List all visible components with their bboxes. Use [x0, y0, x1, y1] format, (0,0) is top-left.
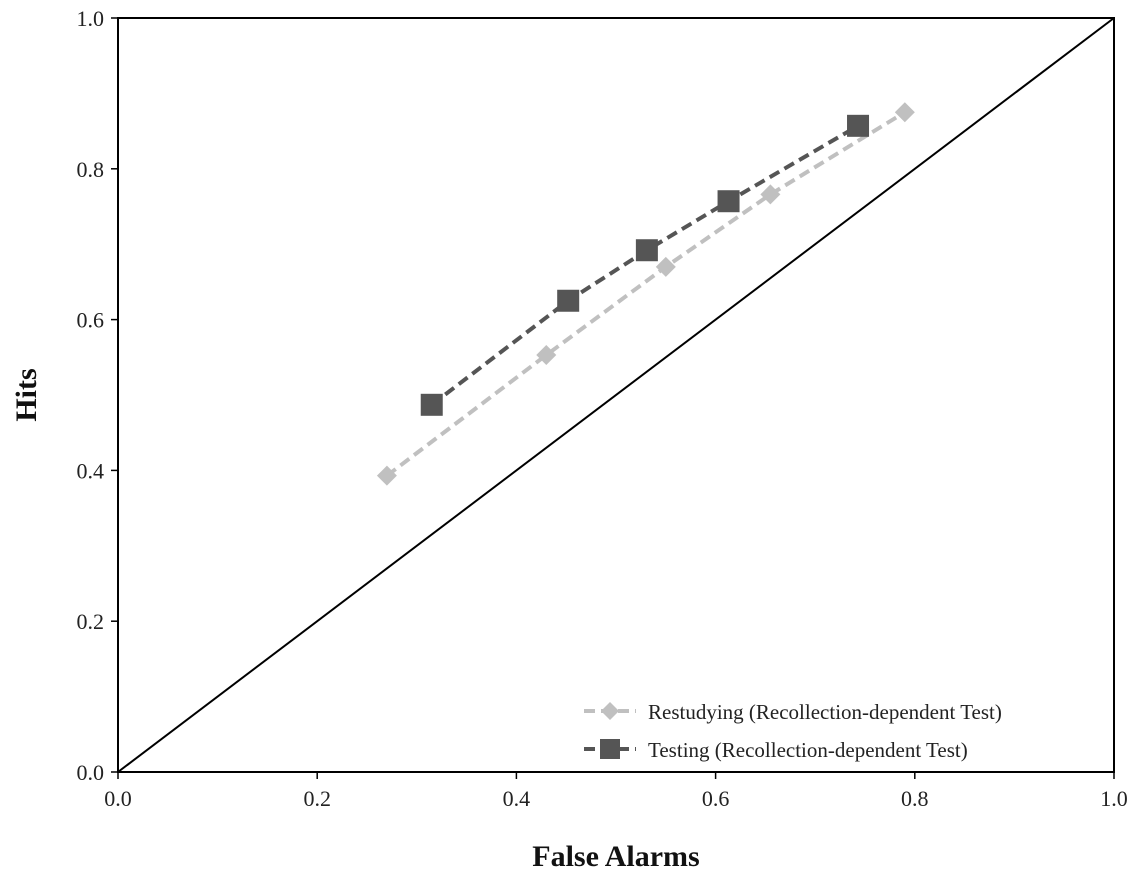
- point-restudying-3: [760, 184, 781, 205]
- point-testing-0: [420, 393, 443, 416]
- point-testing-4: [847, 114, 870, 137]
- legend-label-testing: Testing (Recollection-dependent Test): [648, 738, 968, 762]
- x-tick-label-4: 0.8: [901, 786, 929, 811]
- y-tick-label-0: 0.0: [77, 760, 105, 785]
- y-tick-label-5: 1.0: [77, 6, 105, 31]
- chance-diagonal-line: [117, 17, 1115, 773]
- point-testing-1: [557, 289, 580, 312]
- x-tick-label-2: 0.4: [503, 786, 531, 811]
- x-tick-label-1: 0.2: [303, 786, 331, 811]
- x-tick-label-3: 0.6: [702, 786, 730, 811]
- series-group: [376, 102, 915, 486]
- series-line-restudying: [385, 110, 906, 478]
- x-axis-title: False Alarms: [532, 840, 699, 873]
- y-tick-label-3: 0.6: [77, 308, 105, 333]
- legend-marker-restudying: [601, 702, 619, 720]
- x-tick-label-0: 0.0: [104, 786, 132, 811]
- axis-ticks: 0.0 0.2 0.4 0.6 0.8 1.0 0.0 0.2 0.4 0.6 0.8 1.0: [77, 6, 1128, 811]
- y-tick-label-1: 0.2: [77, 609, 105, 634]
- point-testing-2: [635, 239, 658, 262]
- legend: Restudying (Recollection-dependent Test)…: [584, 700, 1002, 762]
- point-restudying-0: [376, 465, 397, 486]
- point-restudying-2: [655, 256, 676, 277]
- point-restudying-4: [894, 102, 915, 123]
- point-restudying-1: [536, 345, 557, 366]
- series-line-testing: [430, 124, 860, 407]
- legend-marker-testing: [600, 739, 620, 759]
- chance-diagonal-group: [117, 17, 1115, 773]
- y-axis-title: Hits: [10, 368, 43, 421]
- y-tick-label-4: 0.8: [77, 157, 105, 182]
- plot-area-frame: [117, 17, 1115, 773]
- point-testing-3: [717, 190, 740, 213]
- legend-label-restudying: Restudying (Recollection-dependent Test): [648, 700, 1002, 724]
- x-tick-label-5: 1.0: [1100, 786, 1128, 811]
- y-tick-label-2: 0.4: [77, 458, 105, 483]
